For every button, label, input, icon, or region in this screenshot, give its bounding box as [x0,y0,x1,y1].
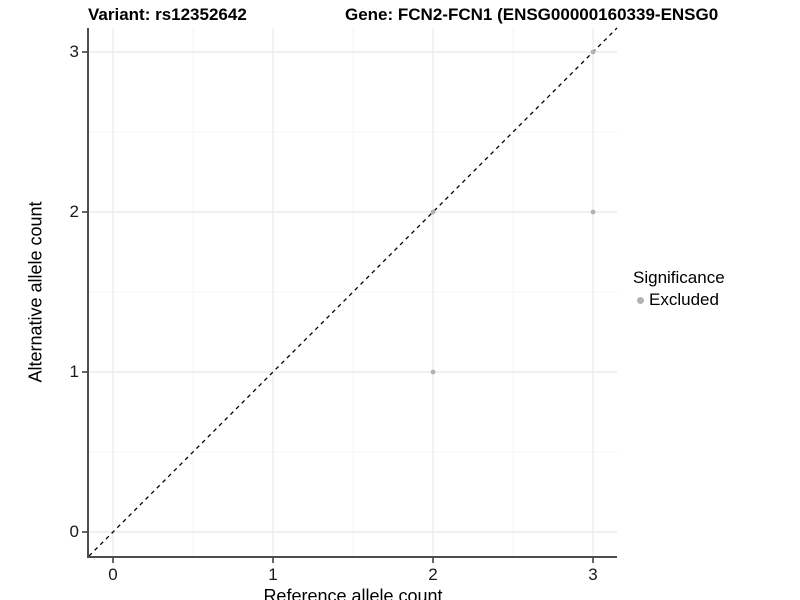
data-point [590,209,596,215]
plot-title-variant: Variant: rs12352642 [88,5,247,24]
legend-title: Significance [633,268,725,287]
data-point [590,49,596,55]
x-tick-label: 3 [588,565,598,584]
y-axis-title: Alternative allele count [25,201,46,383]
y-tick-label: 0 [69,522,79,541]
x-tick-label: 0 [108,565,118,584]
data-point [430,209,436,215]
data-point [430,369,436,375]
legend-point-icon [637,296,644,304]
y-tick-label: 1 [69,362,79,381]
y-tick-label: 3 [69,42,79,61]
x-tick-label: 1 [268,565,278,584]
x-axis-title: Reference allele count [263,586,443,600]
plot-title-gene: Gene: FCN2-FCN1 (ENSG00000160339-ENSG0 [345,5,719,24]
y-tick-label: 2 [69,202,79,221]
legend-entry-label: Excluded [649,290,719,309]
legend-entry-excluded: Excluded [633,290,725,310]
x-tick-label: 2 [428,565,438,584]
legend: Significance Excluded [633,268,725,310]
